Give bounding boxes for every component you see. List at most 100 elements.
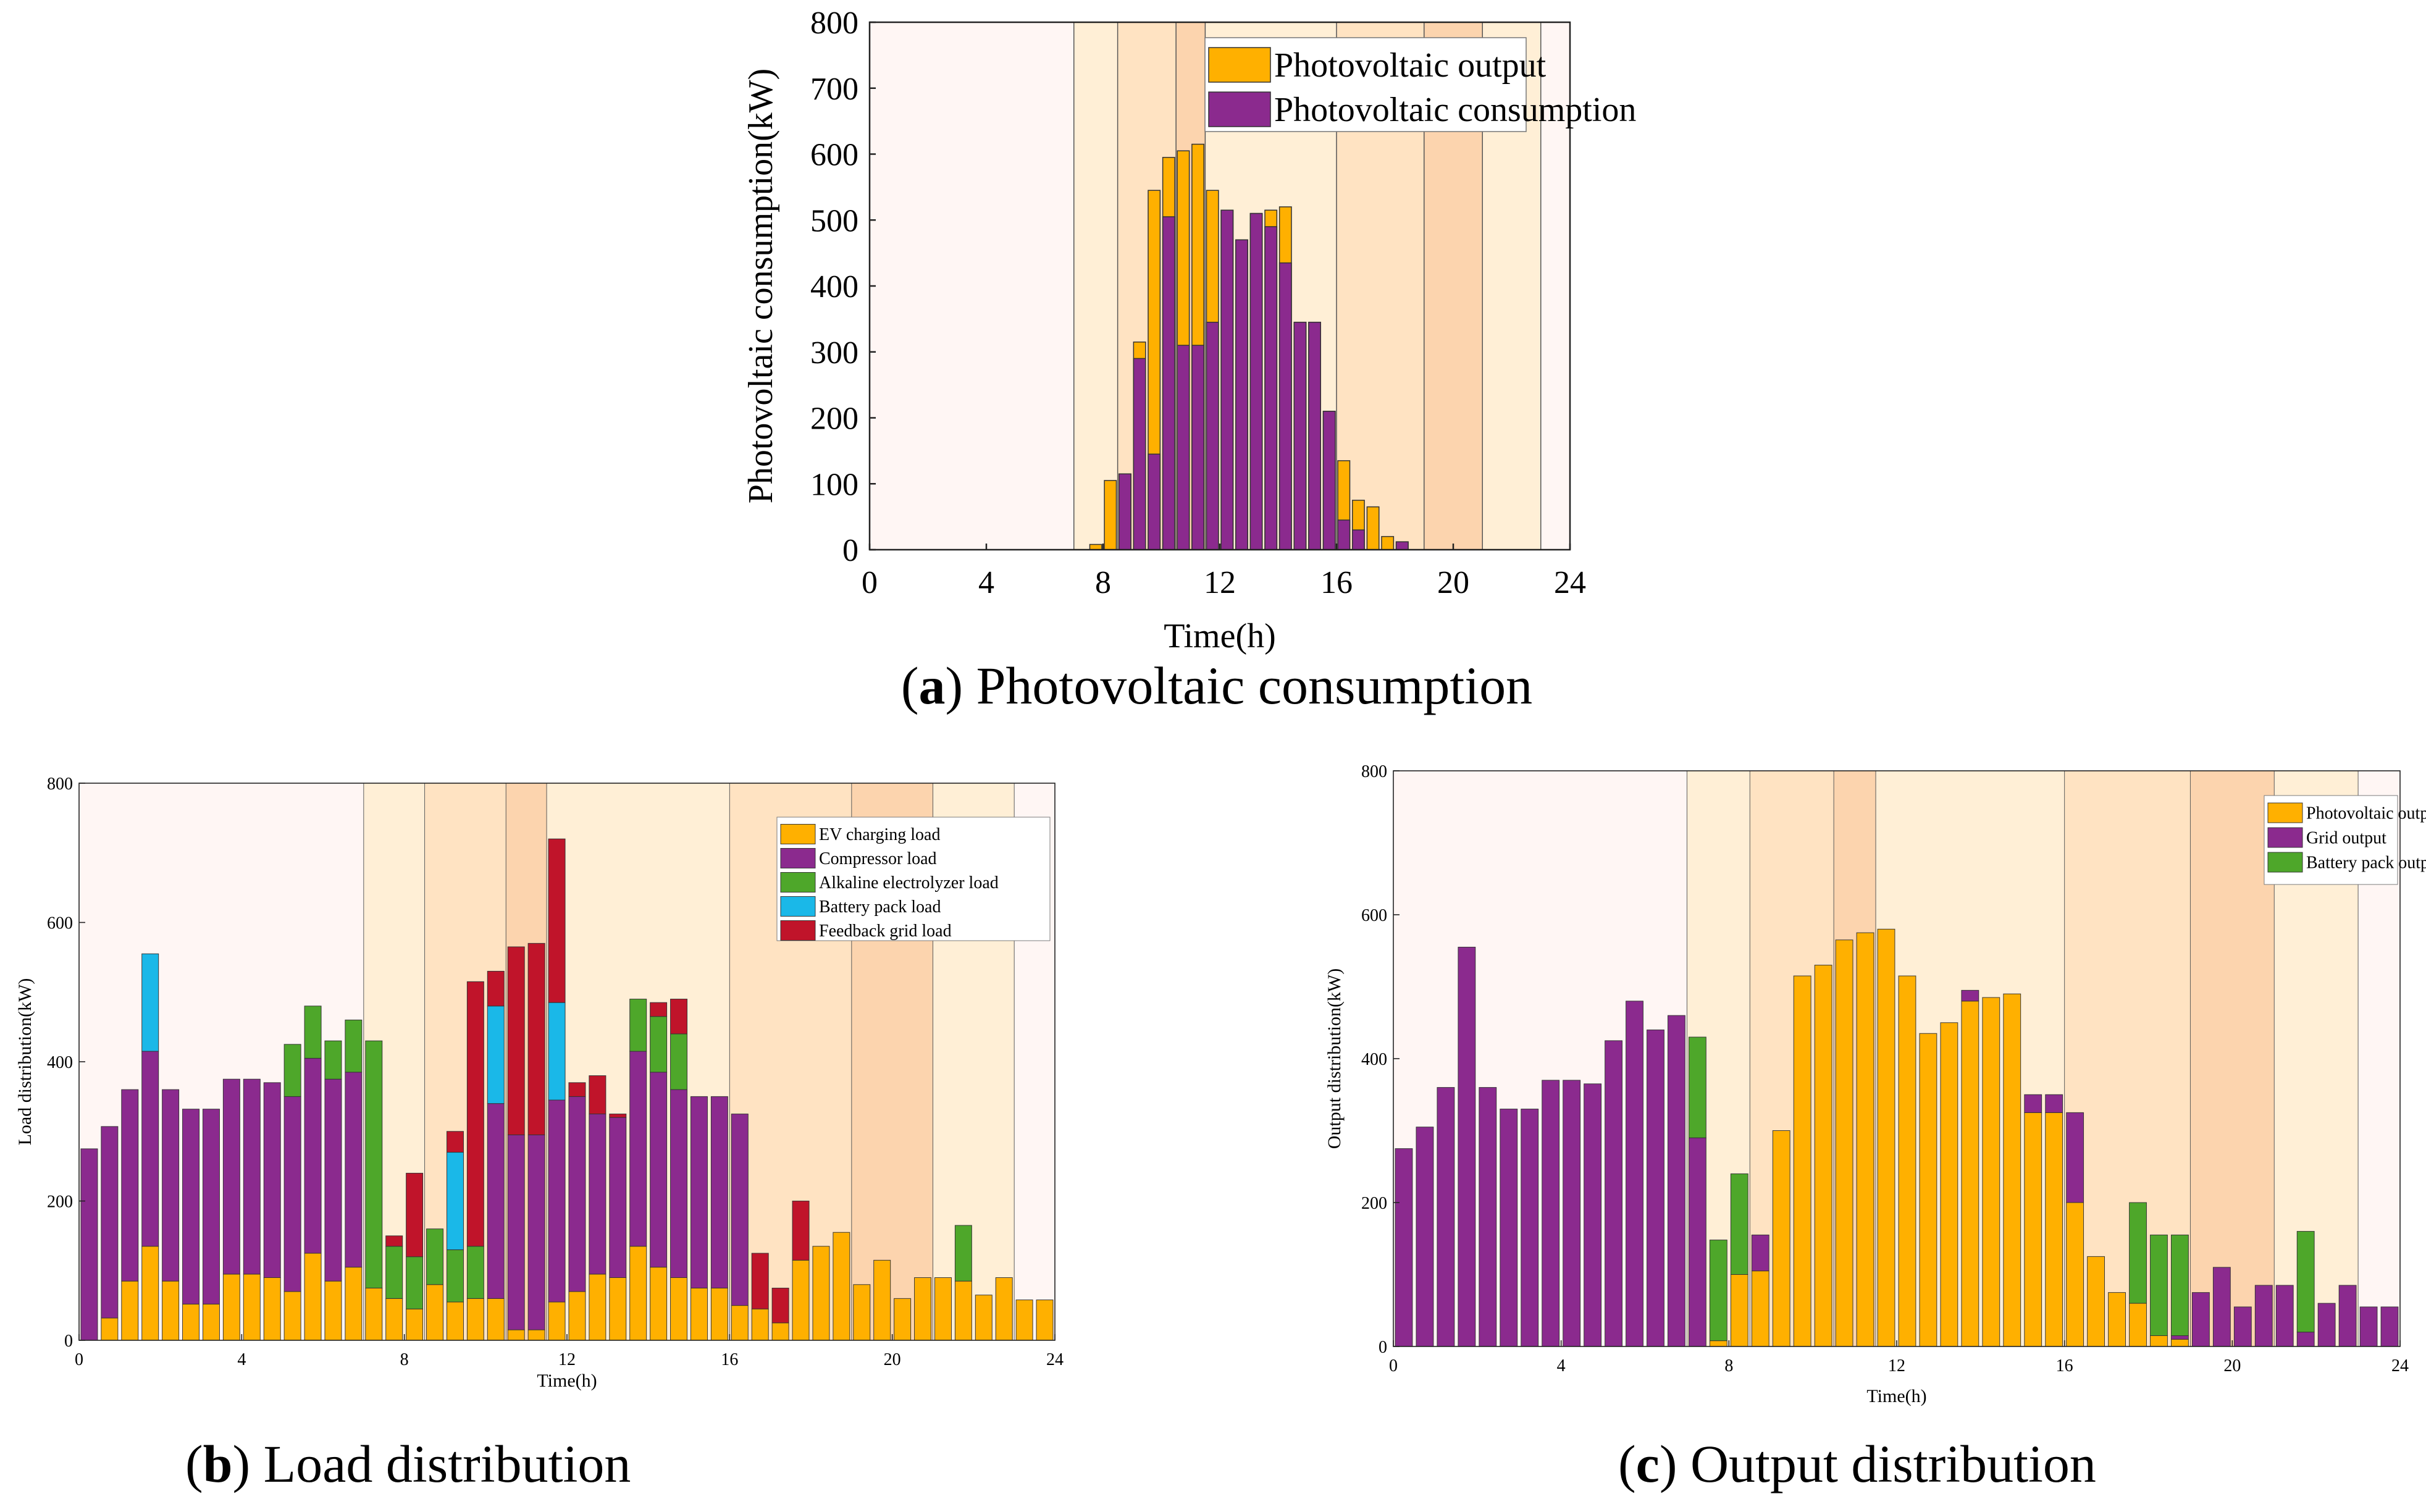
bar-segment-photovoltaic-output [1982, 997, 2000, 1347]
bar-segment-grid-output [1626, 1001, 1643, 1347]
bar-segment-grid-output [1668, 1015, 1685, 1347]
bar-pv-output [1366, 506, 1380, 550]
bar-segment-grid-output [1647, 1029, 1664, 1347]
bar-segment-battery-pack-load [548, 1002, 566, 1101]
bar-pv-consumption [1119, 473, 1131, 550]
bar-segment-feedback-grid-load [751, 1253, 769, 1309]
y-tick-label: 400 [47, 1053, 73, 1072]
legend-swatch [780, 896, 816, 917]
bar-pv-consumption [1293, 321, 1307, 550]
bar-segment-grid-output [2024, 1094, 2042, 1113]
bar-segment-ev-charging-load [710, 1287, 728, 1341]
y-tick-label: 0 [64, 1332, 73, 1351]
bar-segment-ev-charging-load [304, 1253, 322, 1341]
y-tick-label: 200 [1361, 1194, 1387, 1213]
x-axis-label: Time(h) [1866, 1386, 1926, 1406]
legend-entry: Photovoltaic consumption [1274, 91, 1636, 129]
bar-segment-ev-charging-load [954, 1280, 972, 1341]
chart-panel-a: 0 100 200 300 400 500 600 700 800 0 4 8 12 16 20 24 Time… [729, 0, 1636, 667]
bar-segment-alkaline-electrolyzer-load [954, 1225, 972, 1282]
bar-segment-feedback-grid-load [406, 1172, 424, 1258]
bar-segment-battery-pack-load [141, 953, 159, 1052]
y-tick-label: 100 [810, 467, 858, 502]
bar-segment-photovoltaic-output [2108, 1292, 2126, 1347]
bar-segment-photovoltaic-output [2171, 1338, 2189, 1347]
period-band [870, 22, 1074, 550]
legend-entry: Battery pack load [819, 897, 941, 917]
y-axis-label: Output distribution(kW) [1324, 968, 1345, 1149]
bar-segment-compressor-load [609, 1117, 627, 1279]
bar-segment-ev-charging-load [345, 1267, 363, 1341]
period-band [2190, 771, 2275, 1346]
bar-pv-consumption [1308, 321, 1321, 550]
bar-segment-feedback-grid-load [670, 999, 688, 1035]
bar-segment-grid-output [2338, 1285, 2357, 1347]
bar-segment-feedback-grid-load [527, 943, 545, 1135]
bar-segment-ev-charging-load [873, 1259, 891, 1341]
bar-segment-ev-charging-load [283, 1291, 301, 1341]
y-tick-label: 600 [1361, 906, 1387, 925]
legend-entry: Alkaline electrolyzer load [819, 873, 999, 892]
bar-segment-ev-charging-load [121, 1280, 139, 1341]
bar-segment-grid-output [1542, 1080, 1560, 1347]
bar-segment-photovoltaic-output [2087, 1256, 2105, 1347]
bar-segment-ev-charging-load [914, 1277, 932, 1341]
bar-segment-compressor-load [222, 1078, 240, 1275]
bar-segment-ev-charging-load [792, 1259, 810, 1341]
bar-segment-compressor-load [487, 1103, 505, 1299]
bar-pv-consumption [1352, 529, 1365, 550]
y-tick-label: 700 [810, 72, 858, 107]
bar-segment-ev-charging-load [222, 1274, 240, 1341]
bar-segment-compressor-load [568, 1096, 586, 1292]
x-tick-label: 20 [884, 1350, 901, 1369]
bar-segment-ev-charging-load [853, 1284, 871, 1341]
bars [80, 838, 1054, 1341]
bar-segment-photovoltaic-output [1877, 928, 1895, 1347]
bar-segment-compressor-load [527, 1134, 545, 1330]
bar-segment-grid-output [1605, 1040, 1622, 1347]
bar-segment-ev-charging-load [101, 1317, 119, 1341]
bar-segment-photovoltaic-output [1835, 939, 1853, 1347]
bar-pv-consumption [1133, 358, 1146, 550]
bar-segment-grid-output [2317, 1303, 2336, 1347]
bar-segment-ev-charging-load [243, 1274, 261, 1341]
bar-segment-grid-output [1961, 989, 1979, 1002]
y-tick-label: 200 [47, 1192, 73, 1211]
legend-swatch [2267, 802, 2303, 823]
bar-segment-alkaline-electrolyzer-load [650, 1016, 668, 1073]
y-tick-label: 400 [810, 269, 858, 304]
y-tick-label: 800 [810, 6, 858, 41]
bar-segment-battery-pack-output [1709, 1240, 1727, 1342]
y-tick-label: 500 [810, 203, 858, 238]
bar-segment-ev-charging-load [1015, 1300, 1033, 1341]
bar-segment-ev-charging-load [934, 1277, 952, 1341]
bar-segment-battery-pack-output [1688, 1036, 1706, 1138]
bar-segment-compressor-load [548, 1099, 566, 1303]
x-tick-label: 4 [237, 1350, 246, 1369]
bar-pv-consumption [1235, 239, 1248, 550]
bar-segment-ev-charging-load [365, 1287, 383, 1341]
bar-segment-ev-charging-load [324, 1280, 342, 1341]
legend-entry: Photovoltaic output [1274, 46, 1547, 85]
legend: Photovoltaic output Photovoltaic consumpt… [1204, 37, 1636, 132]
bar-segment-ev-charging-load [162, 1280, 180, 1341]
bar-segment-compressor-load [629, 1051, 647, 1247]
bar-segment-feedback-grid-load [487, 970, 505, 1007]
bar-segment-alkaline-electrolyzer-load [670, 1033, 688, 1090]
bar-segment-alkaline-electrolyzer-load [426, 1228, 444, 1285]
bar-pv-consumption [1177, 345, 1190, 550]
bar-segment-ev-charging-load [446, 1301, 464, 1341]
x-tick-label: 20 [2223, 1356, 2241, 1376]
legend-entry: Feedback grid load [819, 922, 952, 941]
legend-swatch [780, 824, 816, 844]
legend-entry: Grid output [2306, 829, 2386, 848]
y-tick-label: 600 [810, 138, 858, 173]
legend: Photovoltaic output Grid output Battery pa… [2264, 795, 2426, 885]
bar-segment-photovoltaic-output [2024, 1112, 2042, 1347]
bar-pv-output [1089, 544, 1102, 550]
bar-segment-feedback-grid-load [507, 946, 525, 1135]
bar-segment-photovoltaic-output [1961, 1001, 1979, 1347]
bar-segment-compressor-load [101, 1126, 119, 1319]
x-tick-label: 16 [1320, 565, 1353, 600]
legend-swatch [780, 920, 816, 941]
